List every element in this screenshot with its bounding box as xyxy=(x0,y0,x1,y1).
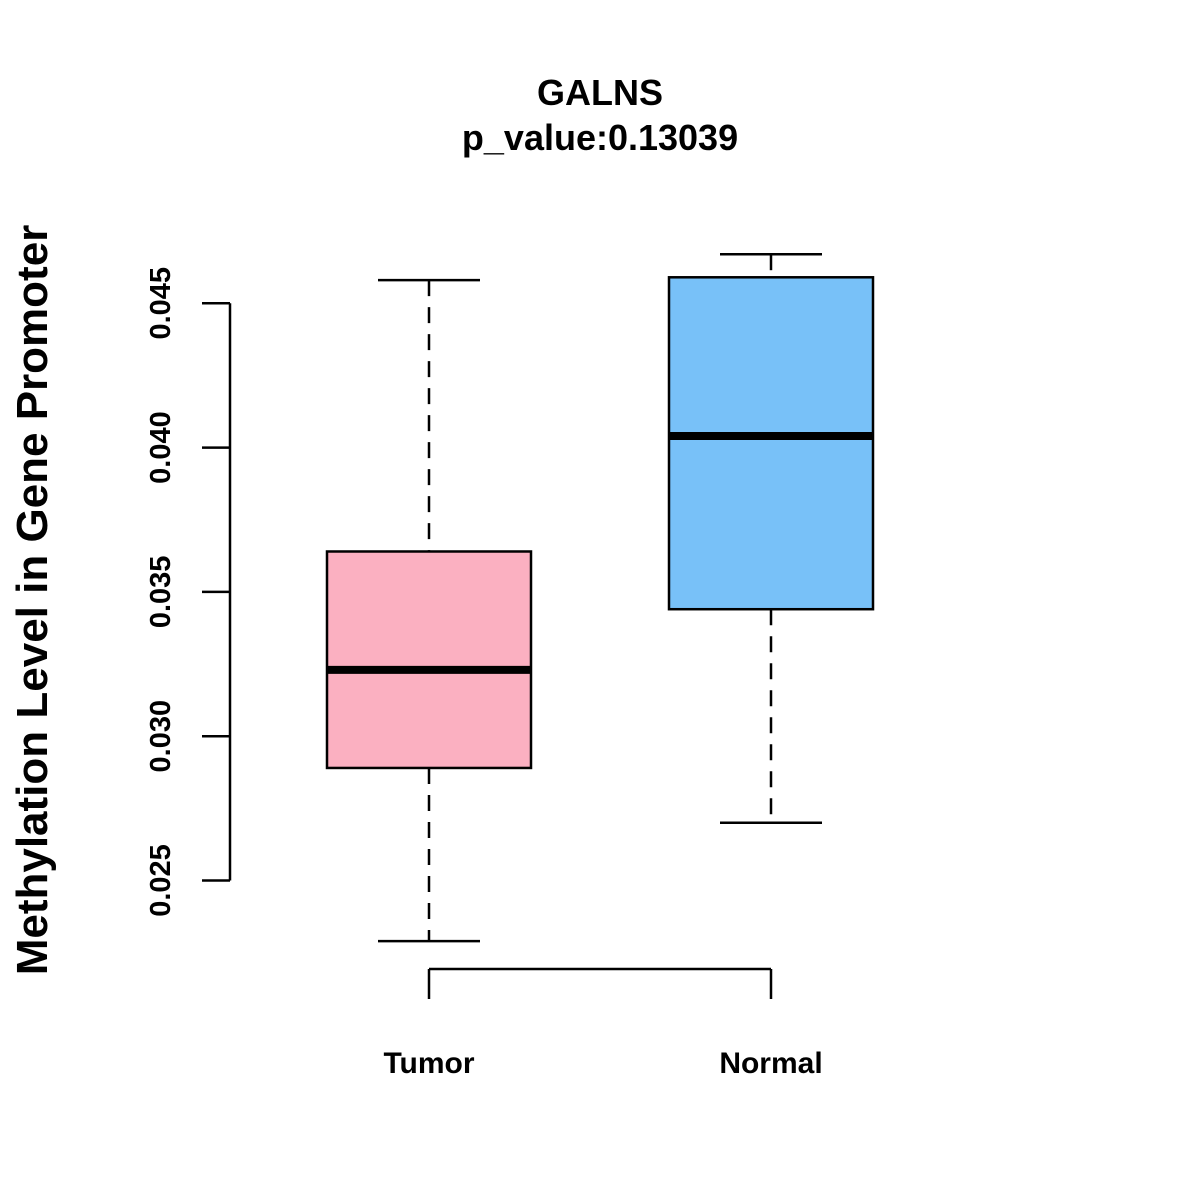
box-tumor xyxy=(325,278,533,943)
y-axis: 0.025 0.030 0.035 0.040 0.045 xyxy=(145,267,232,917)
chart-subtitle: p_value:0.13039 xyxy=(462,117,738,158)
iqr-box-normal xyxy=(667,276,875,611)
box-normal xyxy=(667,252,875,825)
y-tick-label: 0.025 xyxy=(145,844,177,917)
boxes xyxy=(325,252,875,943)
iqr-box-tumor xyxy=(325,550,533,770)
y-tick-label: 0.045 xyxy=(145,267,177,340)
x-tick-label-tumor: Tumor xyxy=(383,1047,474,1080)
y-axis-label: Methylation Level in Gene Promoter xyxy=(8,225,57,976)
y-tick-label: 0.040 xyxy=(145,411,177,484)
chart-title: GALNS xyxy=(537,72,663,113)
x-tick-label-normal: Normal xyxy=(719,1047,822,1080)
x-axis: Tumor Normal xyxy=(383,967,823,1080)
y-tick-label: 0.035 xyxy=(145,556,177,629)
y-tick-label: 0.030 xyxy=(145,700,177,773)
